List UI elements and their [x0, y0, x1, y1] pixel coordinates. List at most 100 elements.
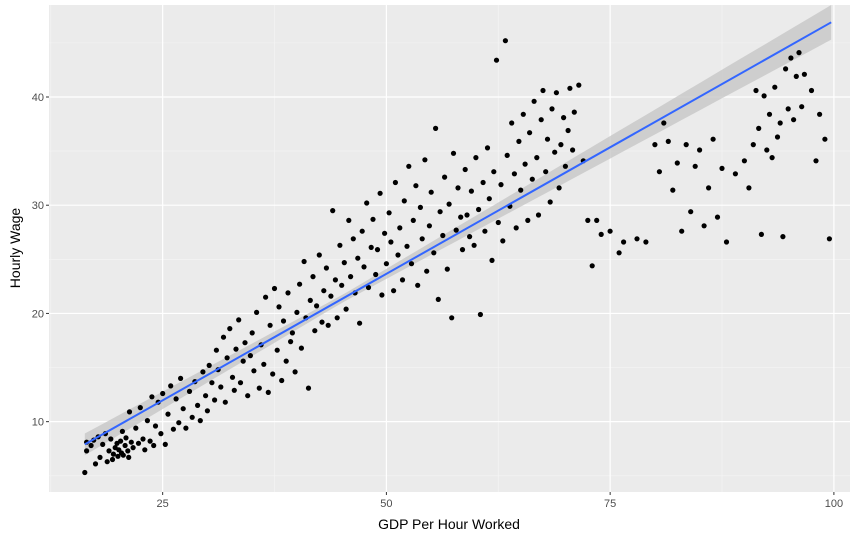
- data-point: [292, 369, 298, 375]
- data-point: [780, 234, 786, 240]
- data-point: [607, 228, 613, 234]
- data-point: [137, 405, 143, 411]
- data-point: [88, 442, 94, 449]
- data-point: [147, 438, 153, 444]
- data-point: [513, 225, 519, 231]
- data-point: [365, 284, 372, 291]
- data-point: [785, 106, 791, 112]
- data-point: [120, 452, 126, 458]
- data-point: [110, 451, 116, 457]
- data-point: [540, 87, 546, 94]
- data-point: [495, 219, 501, 226]
- data-point: [453, 227, 459, 233]
- data-point: [249, 330, 255, 336]
- data-point: [323, 265, 329, 271]
- data-point: [777, 120, 783, 126]
- data-point: [589, 263, 595, 269]
- data-point: [455, 185, 461, 191]
- data-point: [149, 394, 155, 400]
- data-point: [270, 371, 276, 377]
- data-point: [643, 239, 649, 245]
- data-point: [796, 50, 802, 56]
- data-point: [218, 384, 224, 390]
- data-point: [791, 117, 797, 123]
- data-point: [413, 183, 419, 189]
- data-point: [213, 347, 219, 353]
- data-point: [92, 461, 99, 467]
- data-point: [458, 214, 464, 220]
- data-point: [476, 206, 482, 213]
- data-point: [422, 157, 428, 163]
- data-point: [813, 158, 819, 164]
- data-point: [556, 185, 562, 191]
- data-point: [788, 55, 794, 61]
- data-point: [756, 125, 762, 131]
- data-point: [152, 423, 159, 429]
- data-point: [206, 362, 212, 368]
- data-point: [719, 165, 725, 171]
- data-point: [661, 120, 667, 126]
- data-point: [330, 208, 336, 214]
- data-point: [321, 288, 327, 294]
- data-point: [173, 396, 179, 402]
- data-point: [135, 440, 142, 446]
- data-point: [518, 187, 524, 193]
- data-point: [357, 320, 363, 326]
- data-point: [379, 292, 385, 298]
- data-points: [82, 38, 833, 476]
- data-point: [529, 176, 535, 182]
- data-point: [561, 115, 567, 121]
- data-point: [165, 411, 171, 417]
- data-point: [446, 201, 452, 207]
- data-point: [289, 330, 295, 336]
- data-point: [480, 179, 486, 186]
- data-point: [361, 264, 367, 270]
- data-point: [377, 190, 383, 196]
- data-point: [670, 187, 676, 193]
- data-point: [710, 136, 716, 142]
- data-point: [240, 358, 246, 364]
- data-point: [104, 459, 110, 465]
- data-point: [274, 347, 280, 353]
- data-point: [464, 212, 470, 218]
- data-point: [280, 318, 287, 324]
- data-point: [417, 204, 423, 210]
- data-point: [374, 247, 381, 253]
- data-point: [576, 82, 582, 88]
- data-point: [298, 345, 304, 351]
- data-point: [343, 306, 349, 312]
- data-point: [242, 340, 248, 346]
- data-point: [350, 236, 356, 242]
- data-point: [397, 225, 403, 231]
- data-point: [817, 111, 823, 117]
- data-point: [399, 277, 406, 283]
- data-point: [520, 111, 526, 117]
- data-point: [84, 448, 90, 454]
- data-point: [502, 38, 508, 44]
- data-point: [437, 209, 443, 215]
- data-point: [233, 346, 239, 352]
- data-point: [301, 258, 307, 265]
- data-point: [616, 250, 622, 256]
- data-point: [665, 138, 671, 144]
- data-point: [285, 290, 291, 296]
- data-point: [822, 136, 828, 142]
- data-point: [151, 442, 157, 449]
- data-point: [401, 198, 407, 204]
- data-point: [701, 223, 707, 229]
- data-point: [203, 393, 209, 399]
- data-point: [750, 142, 756, 148]
- data-point: [319, 319, 325, 325]
- data-point: [373, 271, 379, 278]
- data-point: [491, 169, 497, 175]
- data-point: [109, 456, 116, 463]
- data-point: [316, 252, 322, 258]
- data-point: [108, 436, 114, 442]
- data-point: [256, 385, 262, 391]
- data-point: [449, 315, 455, 321]
- data-point: [467, 234, 473, 240]
- data-point: [122, 442, 128, 449]
- data-point: [125, 448, 131, 454]
- data-point: [444, 266, 450, 272]
- data-point: [538, 117, 544, 123]
